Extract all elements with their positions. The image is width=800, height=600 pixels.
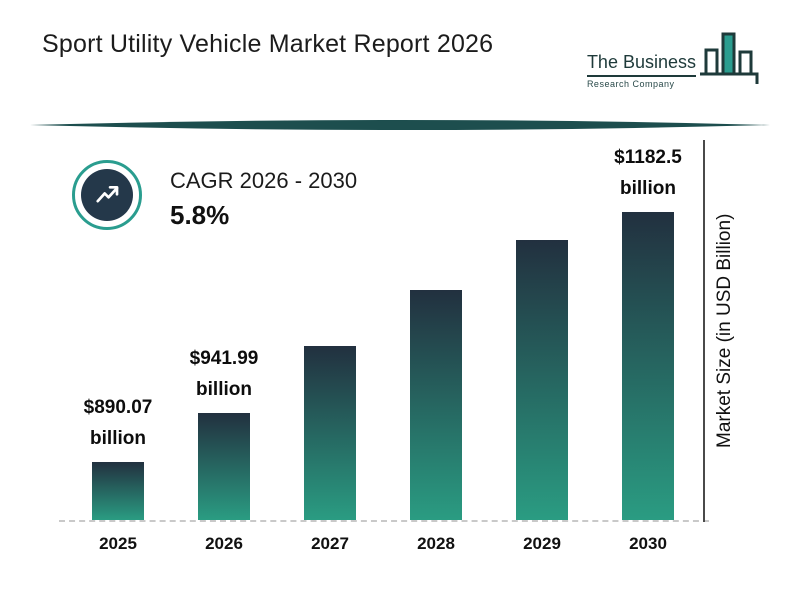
logo-bar-chart-icon bbox=[700, 28, 764, 91]
cagr-text: CAGR 2026 - 2030 5.8% bbox=[170, 168, 357, 231]
y-axis-line bbox=[703, 140, 705, 522]
bar-column-2025: $890.07 billion 2025 bbox=[65, 140, 171, 554]
cagr-badge: CAGR 2026 - 2030 5.8% bbox=[72, 160, 357, 231]
bar-area bbox=[383, 140, 489, 520]
bar-column-2030: $1182.5 billion 2030 bbox=[595, 140, 701, 554]
x-tick-label-2030: 2030 bbox=[629, 534, 667, 553]
bar-2027 bbox=[304, 346, 356, 520]
logo-text: The Business Research Company bbox=[586, 52, 696, 91]
bar-2029 bbox=[516, 240, 568, 520]
trend-up-icon bbox=[81, 169, 133, 221]
bar-column-2029: 2029 bbox=[489, 140, 595, 554]
y-axis-label: Market Size (in USD Billion) bbox=[714, 213, 735, 449]
x-tick-label-2028: 2028 bbox=[417, 534, 455, 553]
bar-area: $941.99 billion bbox=[171, 140, 277, 520]
bar-columns: $890.07 billion 2025 $941.99 billion 2026 20… bbox=[65, 140, 701, 554]
divider-line bbox=[30, 118, 770, 132]
x-tick-label-2025: 2025 bbox=[99, 534, 137, 553]
cagr-value: 5.8% bbox=[170, 200, 230, 230]
value-label-2030: $1182.5 billion bbox=[614, 147, 682, 199]
value-label-2025: $890.07 billion bbox=[83, 397, 153, 449]
logo-subtitle: Research Company bbox=[586, 79, 675, 89]
bar-chart: $890.07 billion 2025 $941.99 billion 2026 20… bbox=[59, 140, 709, 570]
bar-column-2027: 2027 bbox=[277, 140, 383, 554]
bar-area: $1182.5 billion bbox=[595, 140, 701, 520]
bar-2026 bbox=[198, 413, 250, 520]
company-logo: The Business Research Company bbox=[586, 28, 764, 91]
bar-area bbox=[489, 140, 595, 520]
bar-2025 bbox=[92, 462, 144, 520]
bar-area bbox=[277, 140, 383, 520]
bar-column-2026: $941.99 billion 2026 bbox=[171, 140, 277, 554]
logo-name: The Business bbox=[586, 52, 696, 77]
bar-2030 bbox=[622, 212, 674, 520]
bar-area: $890.07 billion bbox=[65, 140, 171, 520]
cagr-label: CAGR 2026 - 2030 bbox=[170, 168, 358, 193]
bar-2028 bbox=[410, 290, 462, 520]
value-label-2026: $941.99 billion bbox=[189, 348, 259, 400]
x-tick-label-2027: 2027 bbox=[311, 534, 349, 553]
bar-column-2028: 2028 bbox=[383, 140, 489, 554]
cagr-circle bbox=[72, 160, 142, 230]
page-title: Sport Utility Vehicle Market Report 2026 bbox=[42, 30, 494, 58]
x-tick-label-2026: 2026 bbox=[205, 534, 243, 553]
x-tick-label-2029: 2029 bbox=[523, 534, 561, 553]
chart-baseline bbox=[59, 520, 709, 522]
